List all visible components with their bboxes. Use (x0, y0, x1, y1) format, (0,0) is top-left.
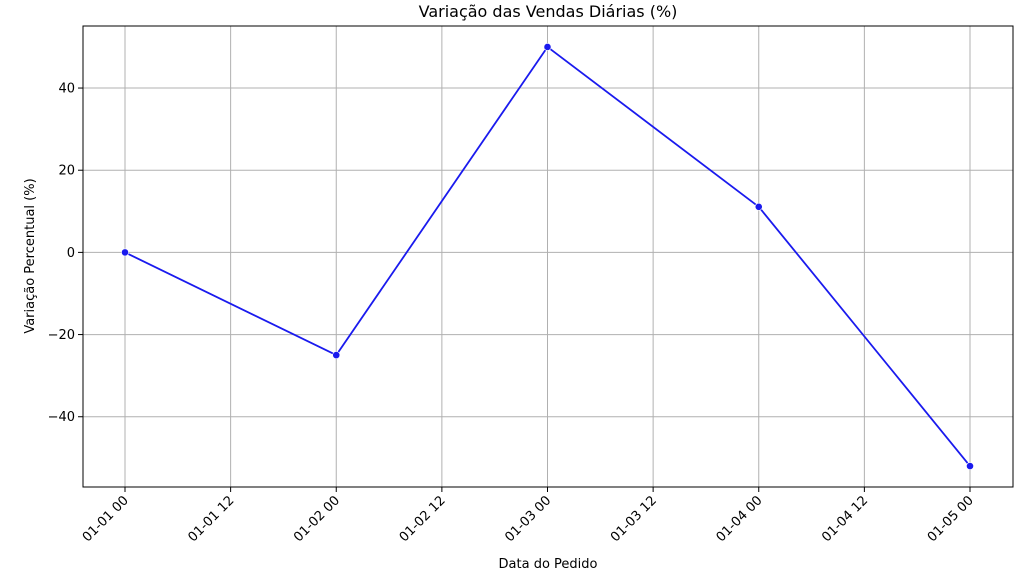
y-tick-label: −20 (48, 328, 75, 343)
data-point (332, 351, 341, 360)
x-tick-label: 01-01 12 (186, 493, 238, 545)
grid-layer (83, 26, 1013, 487)
data-point (543, 43, 552, 51)
x-tick-label: 01-03 12 (608, 493, 660, 545)
x-tick-label: 01-01 00 (80, 493, 132, 545)
chart-title: Variação das Vendas Diárias (%) (419, 2, 678, 21)
y-tick-label: 0 (67, 246, 75, 261)
x-tick-label: 01-02 00 (291, 493, 343, 545)
series-layer (121, 43, 974, 470)
x-tick-label: 01-05 00 (925, 493, 977, 545)
y-tick-label: 20 (58, 164, 75, 179)
x-tick-label: 01-02 12 (397, 493, 449, 545)
y-tick-label: −40 (48, 410, 75, 425)
data-point (966, 462, 974, 470)
y-tick-label: 40 (58, 82, 75, 97)
y-axis-title: Variação Percentual (%) (23, 178, 38, 333)
data-point (121, 248, 129, 257)
data-point (754, 202, 763, 211)
x-tick-label: 01-04 00 (714, 493, 766, 545)
x-tick-label: 01-03 00 (502, 493, 554, 545)
x-axis-title: Data do Pedido (499, 557, 598, 572)
x-tick-label: 01-04 12 (819, 493, 871, 545)
